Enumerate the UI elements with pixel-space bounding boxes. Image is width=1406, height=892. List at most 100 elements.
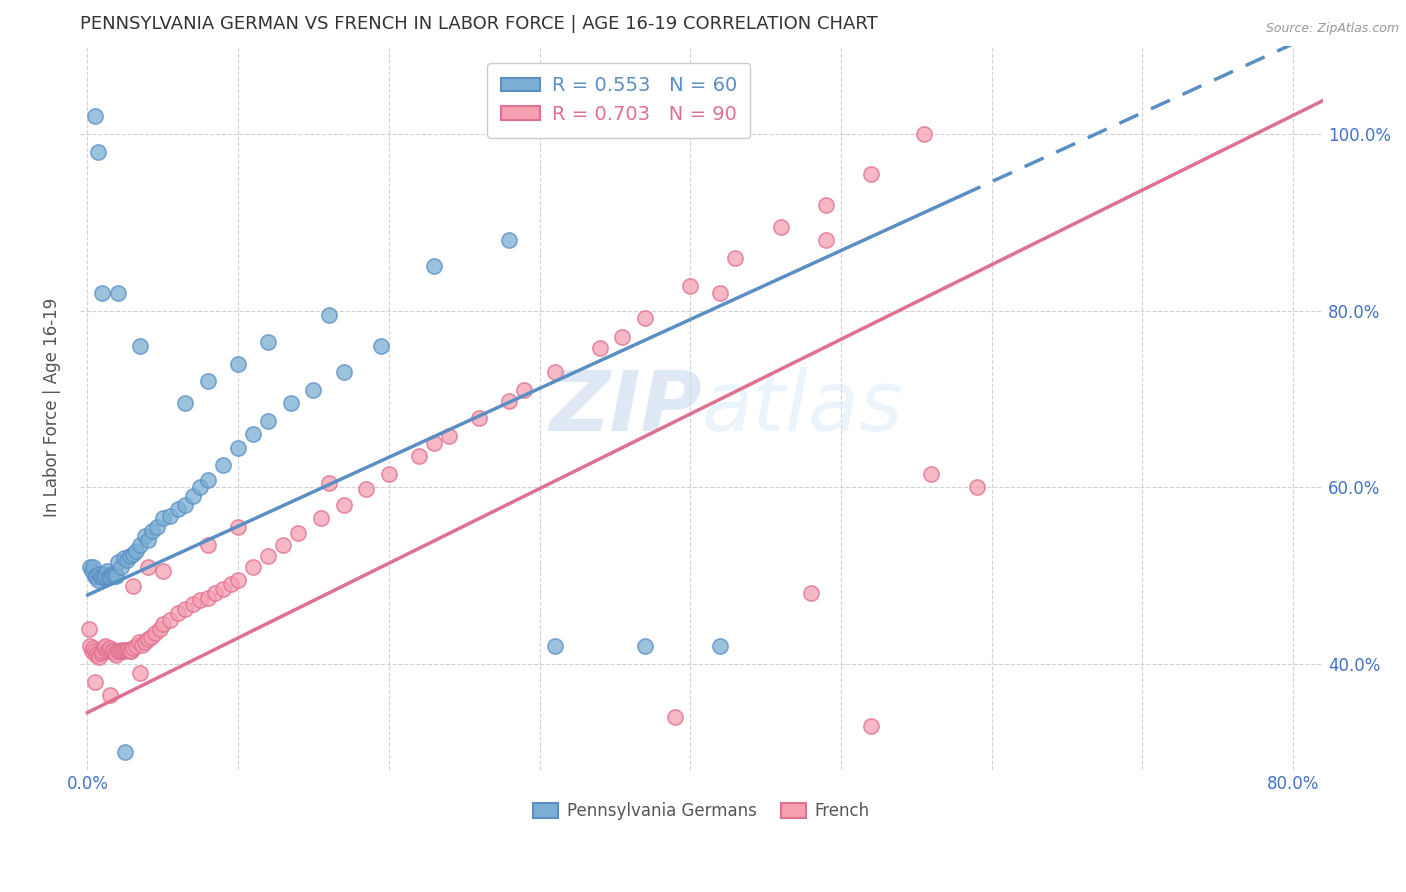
Point [90, 570, 112, 584]
Point [226, 357, 249, 371]
Point [800, 586, 823, 600]
Point [181, 489, 204, 503]
Point [152, 617, 174, 632]
Point [79, 640, 101, 654]
Point [589, 341, 612, 355]
Point [159, 613, 181, 627]
Point [679, 279, 702, 293]
Point [280, 396, 302, 410]
Point [87, 573, 110, 587]
Text: Source: ZipAtlas.com: Source: ZipAtlas.com [1265, 22, 1399, 36]
Point [543, 640, 565, 654]
Point [166, 502, 188, 516]
Point [80, 644, 103, 658]
Point [91, 644, 114, 658]
Point [84, 568, 107, 582]
Point [82, 559, 104, 574]
Point [121, 579, 143, 593]
Point [769, 219, 792, 234]
Point [197, 591, 219, 605]
Point [108, 644, 131, 658]
Point [204, 586, 226, 600]
Point [212, 458, 235, 473]
Point [143, 626, 166, 640]
Point [378, 467, 401, 481]
Point [145, 520, 167, 534]
Point [309, 511, 332, 525]
Point [107, 644, 129, 658]
Point [87, 647, 110, 661]
Point [709, 285, 731, 300]
Point [103, 566, 125, 581]
Point [724, 251, 747, 265]
Point [543, 366, 565, 380]
Point [79, 559, 101, 574]
Point [86, 648, 108, 662]
Point [107, 285, 129, 300]
Point [107, 556, 129, 570]
Point [94, 566, 117, 581]
Point [257, 549, 280, 564]
Point [129, 665, 152, 680]
Point [101, 644, 124, 658]
Point [129, 339, 152, 353]
Point [174, 498, 197, 512]
Point [437, 429, 460, 443]
Point [84, 674, 107, 689]
Point [139, 631, 162, 645]
Text: ZIP: ZIP [548, 368, 702, 449]
Point [966, 480, 988, 494]
Point [174, 396, 197, 410]
Point [121, 547, 143, 561]
Point [82, 641, 104, 656]
Point [141, 524, 163, 539]
Point [91, 568, 114, 582]
Point [197, 538, 219, 552]
Point [118, 644, 141, 658]
Point [242, 427, 264, 442]
Point [97, 568, 120, 582]
Point [118, 549, 141, 564]
Point [84, 109, 107, 123]
Point [912, 127, 935, 141]
Point [354, 482, 377, 496]
Point [131, 638, 153, 652]
Y-axis label: In Labor Force | Age 16-19: In Labor Force | Age 16-19 [44, 298, 60, 517]
Point [110, 643, 132, 657]
Point [226, 441, 249, 455]
Point [408, 450, 430, 464]
Point [226, 573, 249, 587]
Point [423, 260, 446, 274]
Point [97, 643, 120, 657]
Point [181, 597, 204, 611]
Point [634, 310, 657, 325]
Point [302, 383, 325, 397]
Point [152, 564, 174, 578]
Point [86, 570, 108, 584]
Text: atlas: atlas [702, 368, 903, 449]
Point [498, 393, 520, 408]
Point [117, 643, 139, 657]
Point [149, 622, 172, 636]
Point [111, 644, 134, 658]
Point [103, 647, 125, 661]
Point [115, 553, 138, 567]
Point [134, 635, 156, 649]
Point [920, 467, 942, 481]
Point [91, 285, 114, 300]
Point [174, 602, 197, 616]
Point [332, 366, 354, 380]
Point [136, 632, 159, 647]
Point [273, 538, 295, 552]
Point [105, 648, 128, 662]
Point [120, 644, 142, 658]
Point [257, 334, 280, 349]
Point [129, 538, 152, 552]
Point [136, 533, 159, 548]
Point [93, 641, 115, 656]
Point [101, 568, 124, 582]
Point [136, 559, 159, 574]
Point [124, 544, 146, 558]
Point [513, 383, 536, 397]
Point [98, 688, 121, 702]
